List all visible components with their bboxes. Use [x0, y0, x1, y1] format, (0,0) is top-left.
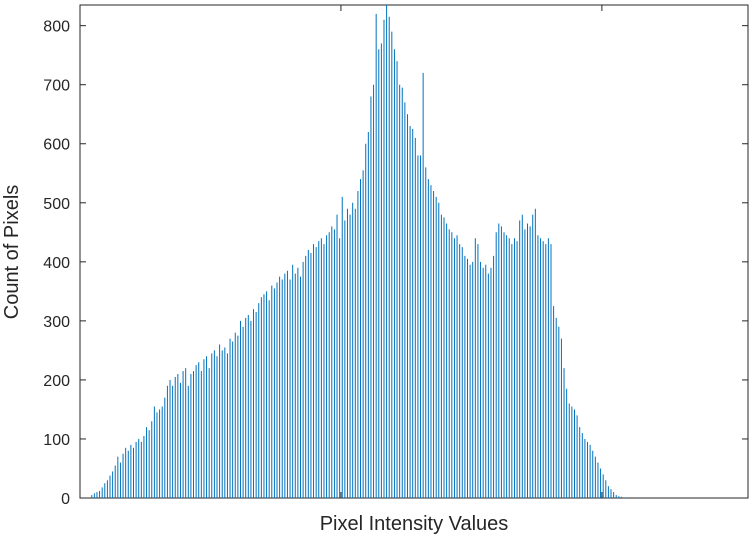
x-axis-label: Pixel Intensity Values	[320, 513, 509, 535]
y-tick-label: 200	[43, 373, 70, 390]
plot-frame	[79, 4, 749, 499]
y-tick-label: 400	[43, 255, 70, 272]
histogram-bars	[91, 5, 628, 498]
y-tick-label: 300	[43, 314, 70, 331]
plot-area: 0 100 200 300 400 500 600 700 800	[43, 4, 749, 508]
y-tick-label: 600	[43, 137, 70, 154]
y-tick-label: 500	[43, 196, 70, 213]
y-axis-label: Count of Pixels	[1, 185, 23, 320]
y-axis-tick-labels: 0 100 200 300 400 500 600 700 800	[43, 19, 70, 508]
x-axis-ticks	[79, 5, 749, 498]
y-tick-label: 100	[43, 432, 70, 449]
y-tick-label: 0	[61, 491, 70, 508]
y-tick-label: 700	[43, 78, 70, 95]
y-tick-label: 800	[43, 19, 70, 36]
y-axis-ticks	[80, 25, 748, 499]
